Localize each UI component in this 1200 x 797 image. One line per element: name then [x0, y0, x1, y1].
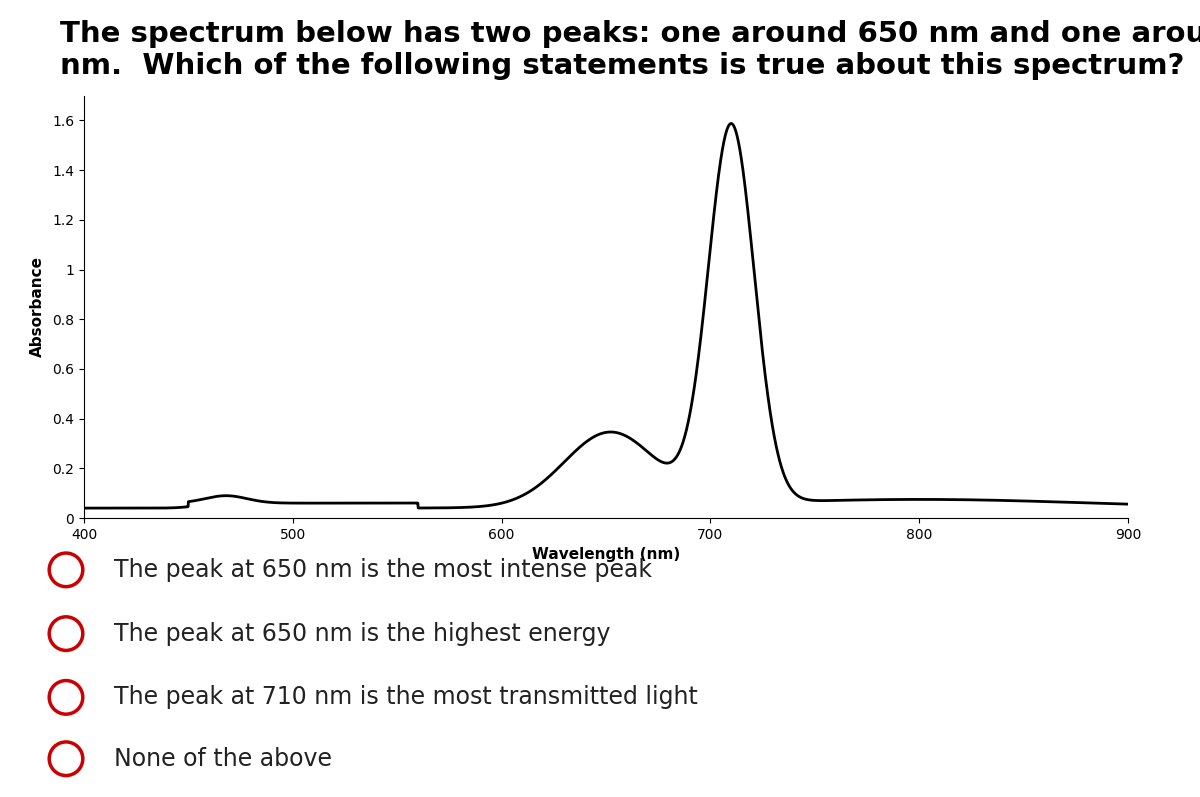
Text: The spectrum below has two peaks: one around 650 nm and one around 710: The spectrum below has two peaks: one ar…: [60, 20, 1200, 48]
Text: nm.  Which of the following statements is true about this spectrum?: nm. Which of the following statements is…: [60, 52, 1184, 80]
Text: The peak at 710 nm is the most transmitted light: The peak at 710 nm is the most transmitt…: [114, 685, 698, 709]
Text: The peak at 650 nm is the most intense peak: The peak at 650 nm is the most intense p…: [114, 558, 652, 582]
Text: The peak at 650 nm is the highest energy: The peak at 650 nm is the highest energy: [114, 622, 611, 646]
X-axis label: Wavelength (nm): Wavelength (nm): [532, 548, 680, 563]
Text: None of the above: None of the above: [114, 747, 332, 771]
Y-axis label: Absorbance: Absorbance: [30, 257, 46, 357]
